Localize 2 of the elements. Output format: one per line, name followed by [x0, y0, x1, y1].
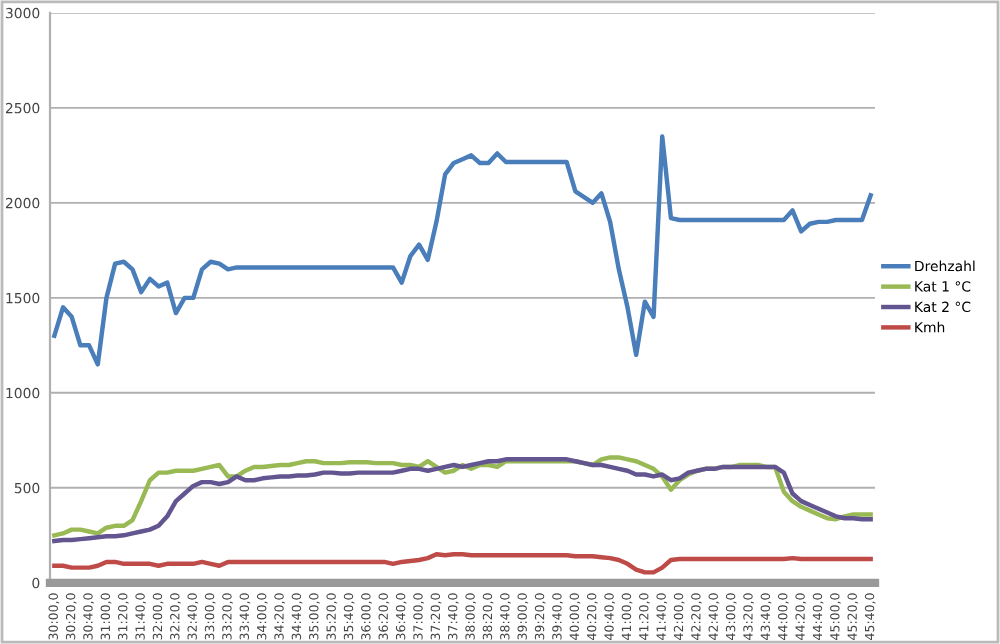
line-series	[52, 552, 873, 575]
line-series	[52, 134, 873, 367]
